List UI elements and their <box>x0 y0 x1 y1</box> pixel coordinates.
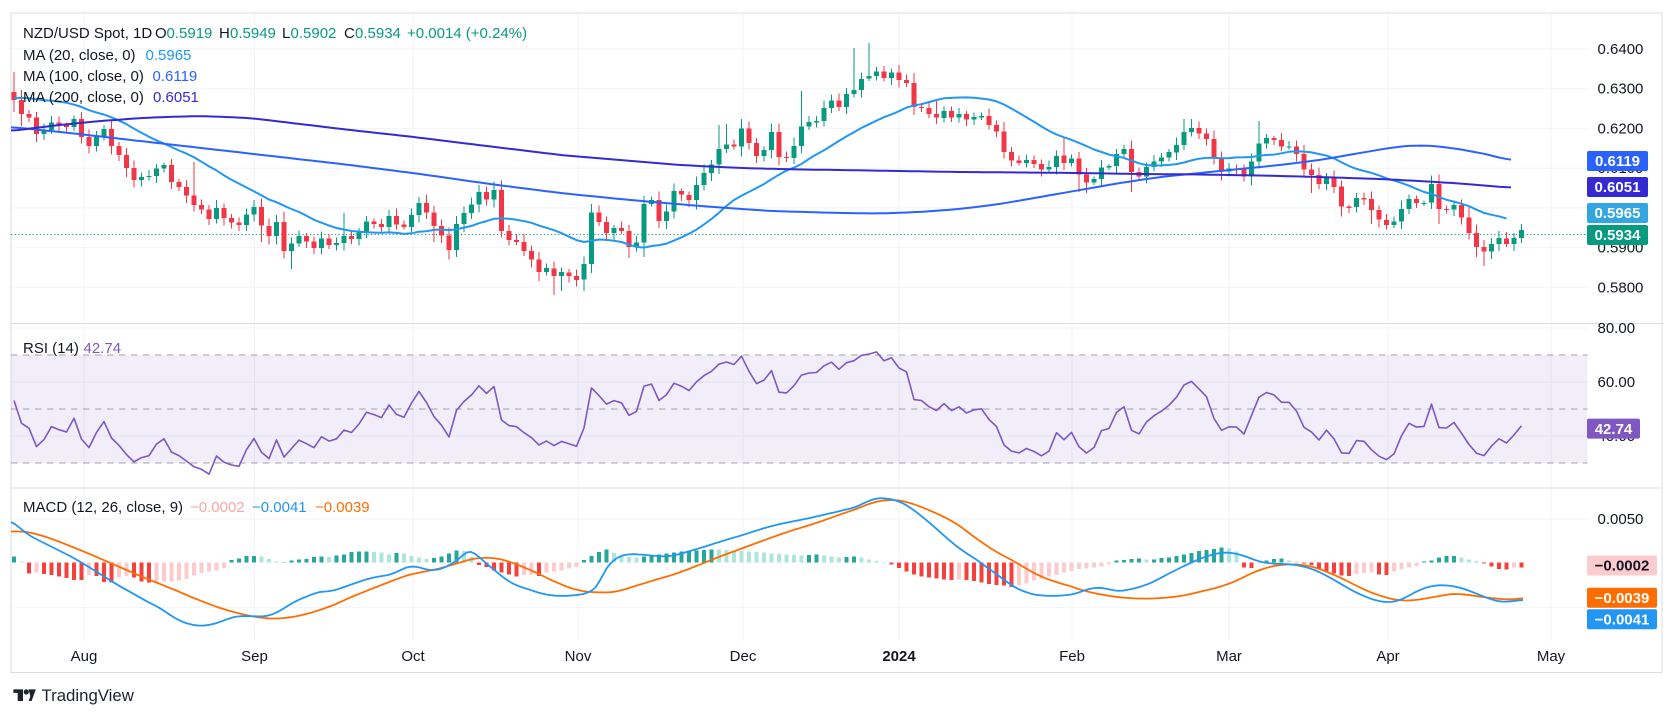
svg-text:O: O <box>155 25 167 42</box>
svg-text:0.6051: 0.6051 <box>1595 179 1641 196</box>
svg-text:Mar: Mar <box>1216 648 1242 665</box>
svg-text:0.5965: 0.5965 <box>1595 205 1641 222</box>
svg-text:MACD (12, 26, close, 9): MACD (12, 26, close, 9) <box>23 499 183 516</box>
svg-text:C: C <box>344 25 355 42</box>
svg-text:0.6200: 0.6200 <box>1598 120 1644 137</box>
svg-text:L: L <box>282 25 290 42</box>
svg-text:Sep: Sep <box>241 648 268 665</box>
svg-text:TradingView: TradingView <box>42 686 135 705</box>
svg-text:0.5902: 0.5902 <box>291 25 337 42</box>
svg-text:0.6119: 0.6119 <box>153 68 198 85</box>
svg-text:0.5800: 0.5800 <box>1598 279 1644 296</box>
svg-text:0.5965: 0.5965 <box>146 47 192 64</box>
svg-text:MA (200, close, 0): MA (200, close, 0) <box>23 89 144 106</box>
svg-text:0.5919: 0.5919 <box>167 25 213 42</box>
svg-text:0.5934: 0.5934 <box>355 25 401 42</box>
svg-text:42.74: 42.74 <box>1595 421 1633 438</box>
svg-text:0.6051: 0.6051 <box>153 89 199 106</box>
svg-text:H: H <box>219 25 230 42</box>
svg-text:0.0050: 0.0050 <box>1598 511 1644 528</box>
svg-text:0.6400: 0.6400 <box>1598 41 1644 58</box>
svg-text:NZD/USD Spot, 1D: NZD/USD Spot, 1D <box>23 25 152 42</box>
svg-text:Feb: Feb <box>1059 648 1085 665</box>
svg-text:−0.0041: −0.0041 <box>1595 611 1650 628</box>
svg-text:Oct: Oct <box>401 648 425 665</box>
svg-text:+0.0014 (+0.24%): +0.0014 (+0.24%) <box>407 25 527 42</box>
svg-text:−0.0039: −0.0039 <box>315 499 370 516</box>
svg-text:Dec: Dec <box>730 648 757 665</box>
svg-text:0.6300: 0.6300 <box>1598 81 1644 98</box>
svg-text:−0.0039: −0.0039 <box>1595 590 1650 607</box>
svg-text:2024: 2024 <box>882 648 916 665</box>
svg-text:−0.0041: −0.0041 <box>252 499 307 516</box>
svg-text:0.5949: 0.5949 <box>230 25 276 42</box>
svg-text:0.5934: 0.5934 <box>1595 227 1642 244</box>
svg-text:MA (100, close, 0): MA (100, close, 0) <box>23 68 144 85</box>
svg-text:−0.0002: −0.0002 <box>190 499 245 516</box>
svg-text:Nov: Nov <box>565 648 592 665</box>
svg-text:Aug: Aug <box>71 648 98 665</box>
svg-text:42.74: 42.74 <box>84 340 122 357</box>
svg-text:May: May <box>1537 648 1566 665</box>
svg-text:0.6119: 0.6119 <box>1595 153 1640 170</box>
svg-text:Apr: Apr <box>1376 648 1399 665</box>
svg-text:60.00: 60.00 <box>1598 374 1636 391</box>
svg-text:−0.0002: −0.0002 <box>1595 558 1650 575</box>
svg-text:RSI (14): RSI (14) <box>23 340 79 357</box>
svg-text:80.00: 80.00 <box>1598 320 1636 337</box>
svg-text:MA (20, close, 0): MA (20, close, 0) <box>23 47 136 64</box>
